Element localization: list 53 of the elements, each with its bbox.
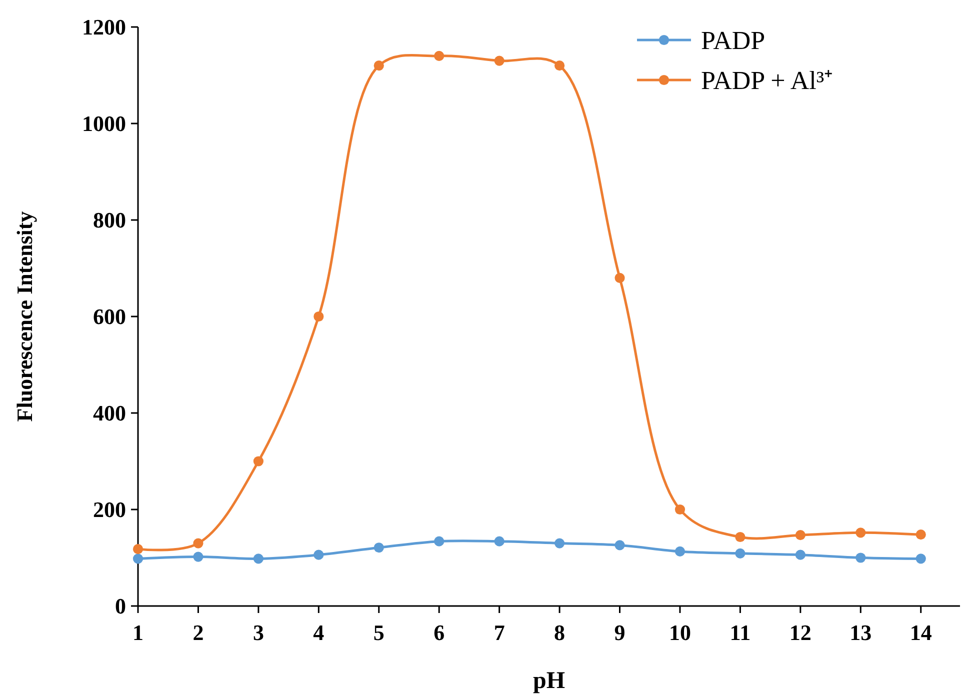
point <box>554 538 565 548</box>
point <box>795 550 806 560</box>
point <box>856 552 866 563</box>
y-tick-label: 600 <box>93 304 126 330</box>
x-tick-label: 8 <box>554 620 566 645</box>
point <box>193 538 204 548</box>
point <box>314 550 324 560</box>
x-tick-label: 4 <box>313 620 324 645</box>
y-tick-label: 1200 <box>82 14 126 40</box>
point <box>614 540 625 550</box>
y-tick-label: 0 <box>115 594 126 619</box>
x-tick-label: 13 <box>850 620 872 645</box>
x-tick-label: 2 <box>192 620 204 645</box>
point <box>795 530 806 540</box>
point <box>253 554 264 564</box>
point <box>735 548 746 558</box>
point <box>494 536 504 546</box>
point <box>253 456 264 466</box>
point <box>434 536 444 546</box>
y-tick-label: 1000 <box>82 111 126 136</box>
x-tick-label: 3 <box>252 620 264 645</box>
point <box>374 60 384 71</box>
x-tick-label: 14 <box>910 620 932 645</box>
x-tick-label: 1 <box>132 620 144 645</box>
y-tick-label: 800 <box>93 208 126 233</box>
point <box>193 552 204 562</box>
point <box>856 528 866 538</box>
x-axis-title: pH <box>532 668 566 694</box>
point <box>434 50 444 61</box>
point <box>614 272 625 283</box>
y-axis-title: Fluorescence Intensity <box>12 211 37 422</box>
y-tick-label: 400 <box>93 400 126 426</box>
point <box>735 532 746 542</box>
point <box>374 542 384 553</box>
legend-label: PADP <box>701 26 766 56</box>
point <box>674 546 686 557</box>
point <box>554 60 565 71</box>
x-tick-label: 9 <box>614 620 626 645</box>
y-tick-label: 200 <box>93 497 126 522</box>
x-tick-label: 12 <box>789 620 812 645</box>
point <box>674 504 686 515</box>
legend-label: PADP + Al³⁺ <box>701 66 834 96</box>
x-tick-label: 11 <box>730 620 751 645</box>
point <box>132 554 144 564</box>
point <box>916 554 926 564</box>
x-tick-label: 10 <box>668 620 691 645</box>
x-tick-label: 7 <box>494 620 505 645</box>
x-tick-label: 6 <box>434 620 445 645</box>
point <box>916 530 926 540</box>
point <box>314 311 324 322</box>
x-tick-label: 5 <box>373 620 384 645</box>
point <box>494 56 504 66</box>
point <box>132 544 144 554</box>
